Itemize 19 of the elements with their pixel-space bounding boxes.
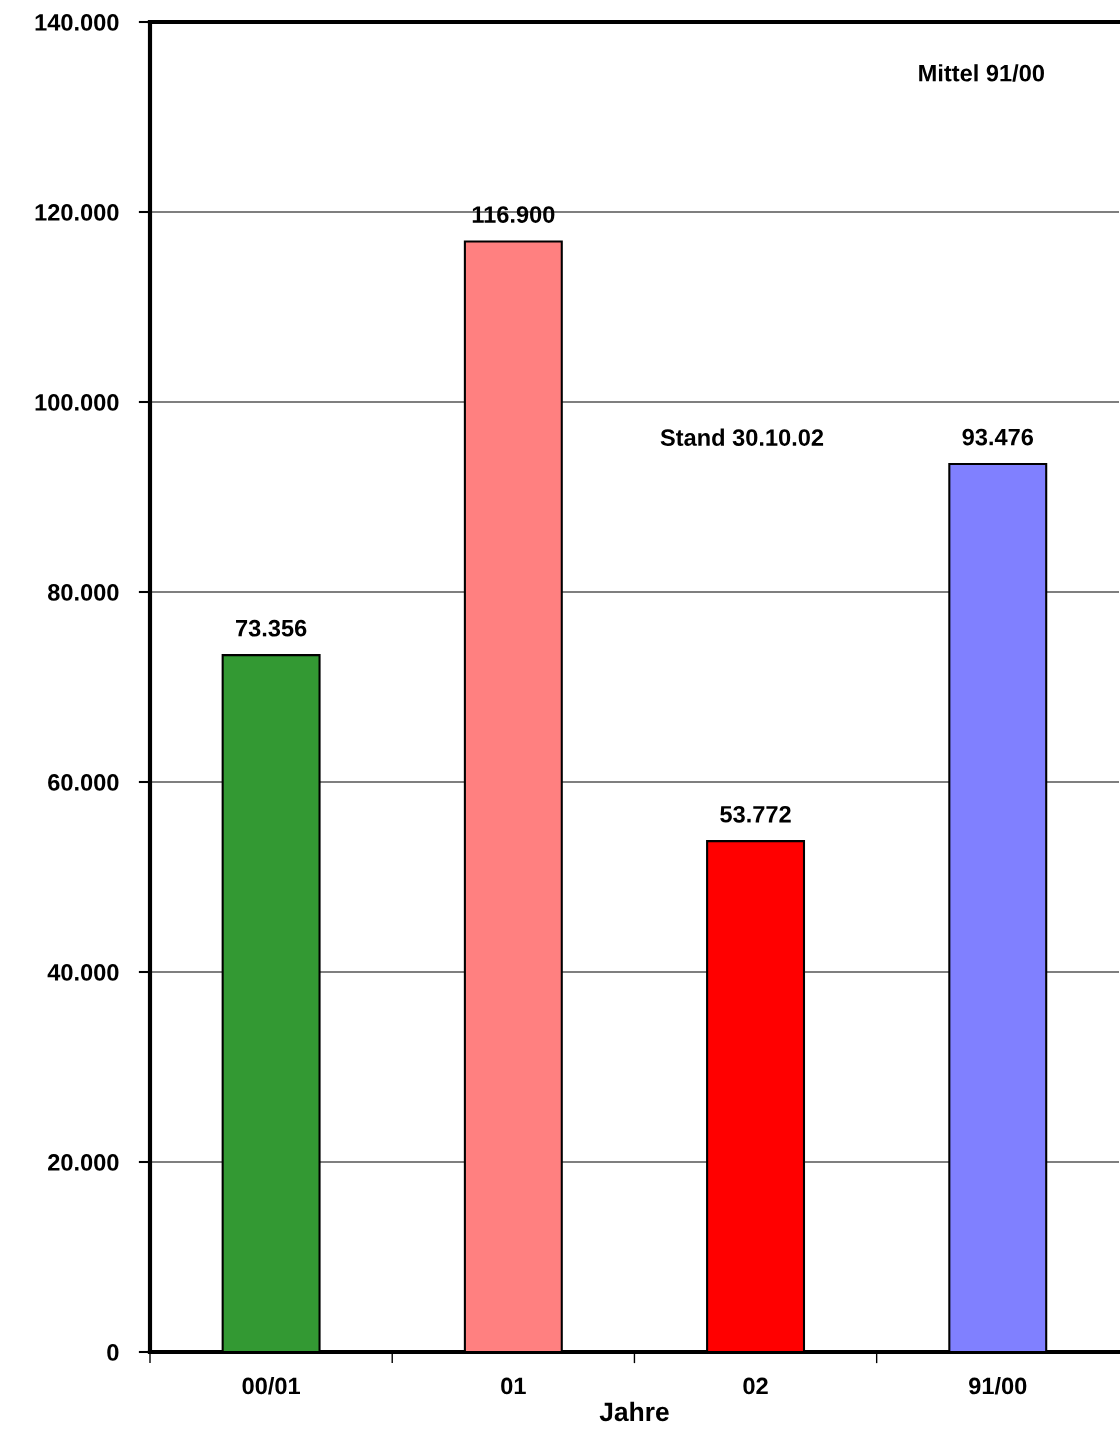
y-tick-label: 20.000 [48, 1154, 119, 1171]
y-tick-label: 140.000 [35, 14, 119, 31]
y-tick-label: 60.000 [48, 774, 119, 791]
x-tick-label: 02 [743, 1377, 768, 1395]
data-label: 116.900 [472, 206, 555, 223]
annotation: Mittel 91/00 [919, 64, 1044, 82]
x-tick-label: 00/01 [242, 1377, 300, 1395]
data-label: 53.772 [720, 805, 791, 823]
annotation: Stand 30.10.02 [660, 428, 824, 446]
y-tick-label: 100.000 [35, 394, 119, 411]
x-tick-label: 01 [501, 1377, 526, 1395]
y-tick-label: 0 [107, 1344, 119, 1361]
x-tick-label: 91/00 [969, 1377, 1027, 1395]
data-label: 73.356 [236, 619, 307, 637]
y-tick-label: 40.000 [47, 964, 119, 981]
x-axis-title: Jahre [599, 1401, 669, 1422]
y-tick-label: 80.000 [47, 584, 119, 601]
data-label: 93.476 [962, 428, 1034, 446]
y-tick-label: 120.000 [35, 204, 119, 221]
